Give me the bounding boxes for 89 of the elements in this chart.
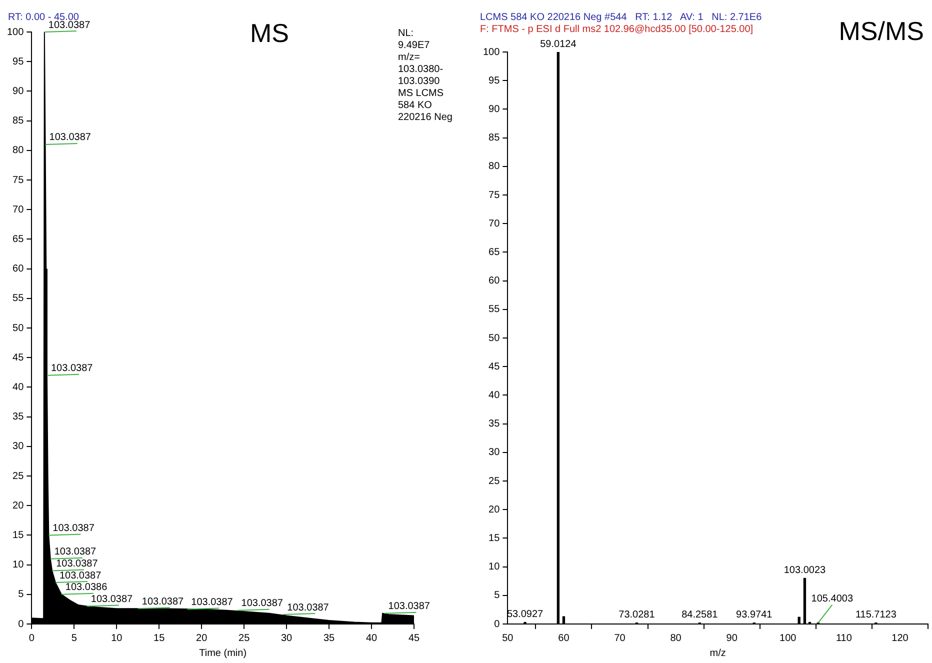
x-tick-label: 15 [154, 632, 166, 644]
annotation: 103.0387 [287, 602, 330, 614]
x-tick-label: 45 [408, 632, 420, 644]
x-tick-label: 60 [558, 632, 570, 644]
chart-subtitle: LCMS 584 KO 220216 Neg #544 RT: 1.12 AV: 1 NL: 2.71E6 [480, 12, 762, 23]
x-tick-label: 25 [238, 632, 250, 644]
x-tick-label: 40 [366, 632, 378, 644]
x-tick-label: 10 [111, 632, 123, 644]
annotation: 103.0387 [90, 594, 134, 605]
y-tick-label: 60 [12, 264, 24, 275]
annotation: 103.0387 [54, 546, 97, 558]
y-tick-label: 25 [12, 470, 24, 482]
y-tick-label: 5 [494, 590, 500, 602]
y-tick-label: 70 [488, 218, 500, 230]
annotation: 103.0387 [59, 570, 102, 582]
x-tick-label: 50 [502, 632, 514, 644]
y-tick-label: 35 [12, 412, 24, 423]
y-tick-label: 65 [488, 246, 500, 258]
x-tick-label: 5 [71, 632, 78, 644]
y-tick-label: 60 [488, 276, 500, 287]
y-tick-label: 95 [12, 56, 24, 68]
y-tick-label: 5 [18, 589, 24, 600]
y-tick-label: 85 [12, 116, 24, 127]
x-tick-label: 30 [281, 632, 293, 644]
annotation: 53.0927 [506, 609, 544, 620]
y-tick-label: 90 [12, 86, 24, 97]
x-tick-label: 70 [614, 632, 626, 644]
annotation: 103.0387 [191, 596, 234, 608]
x-tick-label: 0 [28, 632, 35, 644]
y-tick-label: 40 [488, 390, 500, 401]
y-tick-label: 80 [488, 161, 500, 172]
annotation: 103.0387 [241, 598, 284, 610]
y-tick-label: 70 [12, 204, 24, 216]
y-tick-label: 20 [12, 500, 24, 512]
y-tick-label: 95 [488, 75, 500, 86]
y-tick-label: 0 [494, 618, 500, 630]
y-tick-label: 50 [488, 332, 500, 344]
y-tick-label: 10 [488, 562, 500, 573]
y-tick-label: 75 [488, 190, 500, 201]
y-tick-label: 30 [12, 441, 24, 452]
y-tick-label: 55 [12, 293, 24, 304]
y-tick-label: 10 [12, 560, 24, 571]
annotation: 103.0387 [50, 363, 94, 374]
annotation: 73.0281 [618, 610, 656, 621]
annotation: 84.2581 [682, 610, 718, 621]
y-tick-label: 20 [488, 504, 500, 516]
y-tick-label: 30 [488, 447, 500, 458]
y-tick-label: 45 [488, 361, 500, 372]
x-tick-label: 100 [780, 632, 797, 644]
annotation: 103.0387 [388, 601, 430, 612]
y-tick-label: 90 [488, 104, 500, 115]
x-tick-label: 90 [726, 632, 738, 644]
text: F: FTMS - p ESI d Full ms2 102.96@hcd35.00 [50.00-125.00] [480, 24, 754, 36]
y-tick-label: 40 [12, 382, 24, 393]
y-tick-label: 0 [18, 618, 24, 630]
annotation: 103.0387 [142, 596, 184, 608]
y-tick-label: 35 [488, 418, 500, 430]
x-axis-title: m/z [710, 648, 726, 659]
x-tick-label: 20 [196, 632, 208, 644]
annotation: 103.0387 [56, 558, 98, 570]
y-tick-label: 50 [12, 322, 24, 334]
y-tick-label: 75 [12, 174, 24, 186]
x-axis-title: Time (min) [199, 648, 247, 659]
y-tick-label: 25 [488, 476, 500, 487]
chart-title: MS/MS [838, 16, 924, 47]
y-tick-label: 80 [12, 145, 24, 156]
y-tick-label: 65 [12, 234, 24, 245]
x-tick-label: 120 [892, 632, 909, 644]
y-tick-label: 85 [488, 132, 500, 144]
annotation: 115.7123 [855, 610, 897, 621]
y-tick-label: 100 [6, 26, 24, 38]
annotation: 93.9741 [736, 610, 773, 621]
annotation: 103.0387 [49, 132, 92, 144]
annotation: 103.0387 [48, 20, 91, 31]
annotation: 103.0023 [784, 564, 826, 576]
annotation: 59.0124 [540, 38, 577, 50]
annotation: NL: 9.49E7 m/z= 103.0380- 103.0390 MS LCMS 584 KO 220216 Neg [398, 28, 452, 124]
y-tick-label: 15 [488, 532, 500, 544]
y-tick-label: 15 [12, 530, 24, 541]
annotation: 105.4003 [811, 594, 854, 605]
annotation: 103.0387 [52, 522, 95, 534]
x-tick-label: 35 [323, 632, 336, 644]
x-tick-label: 80 [670, 632, 682, 644]
y-tick-label: 100 [482, 46, 500, 58]
annotation: 103.0386 [65, 582, 108, 594]
y-tick-label: 55 [488, 304, 500, 316]
x-tick-label: 110 [836, 632, 852, 644]
y-tick-label: 45 [12, 352, 24, 364]
chart-title: MS [250, 18, 289, 49]
